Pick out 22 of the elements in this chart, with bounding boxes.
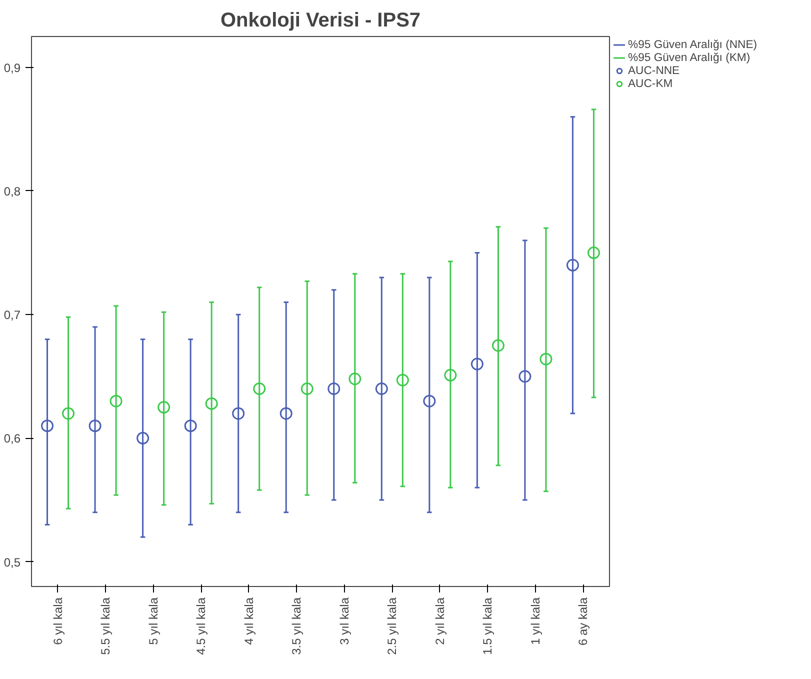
y-tick-label: 0,6 [4,432,21,446]
legend-label: AUC-NNE [628,64,680,77]
x-tick-label: 1 yıl kala [528,597,542,645]
x-tick-label: 2.5 yıl kala [385,597,400,655]
y-tick-label: 0,7 [4,308,21,322]
chart-title: Onkoloji Verisi - IPS7 [220,10,421,32]
y-tick-label: 0,8 [4,184,21,198]
y-tick-label: 0,9 [4,60,21,75]
x-tick-label: 5 yıl kala [146,597,160,645]
text: %95 Güven Aralığı (KM) [628,51,750,64]
x-tick-label: 3 yıl kala [337,597,352,645]
x-tick-label: 2 yıl kala [432,597,447,645]
x-tick-label: 5.5 yıl kala [98,597,113,655]
x-tick-label: 4 yıl kala [242,597,256,645]
x-tick-label: 6 ay kala [576,597,590,646]
x-tick-label: 3.5 yıl kala [290,597,304,655]
x-tick-label: 1.5 yıl kala [480,597,495,655]
text: %95 Güven Aralığı (NNE) [628,38,758,51]
legend-label: AUC-KM [628,77,673,90]
y-tick-label: 0,5 [4,555,21,570]
x-tick-label: 6 yıl kala [50,597,65,645]
x-tick-label: 4.5 yıl kala [194,597,208,655]
